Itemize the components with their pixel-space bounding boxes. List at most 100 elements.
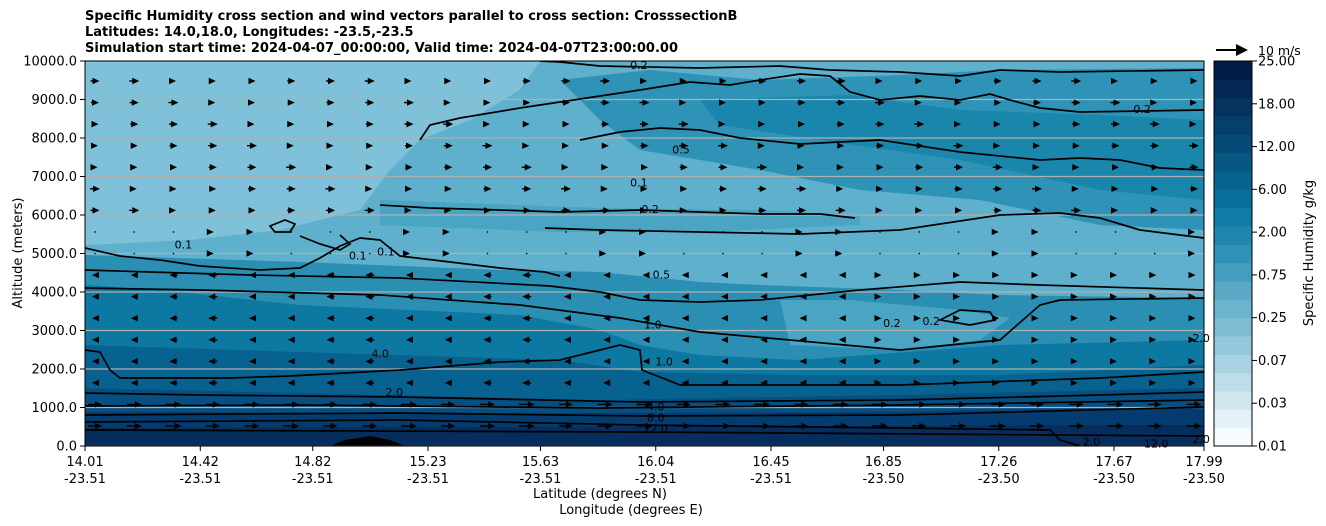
wind-vector-head xyxy=(365,164,373,171)
wind-vector-head xyxy=(170,164,177,171)
wind-vector-head xyxy=(130,271,138,279)
y-tick-label: 10000.0 xyxy=(23,55,77,70)
wind-vector-head xyxy=(1032,164,1040,171)
wind-vector-head xyxy=(130,164,138,171)
wind-vector-head xyxy=(1151,164,1159,171)
wind-vector-head xyxy=(406,120,414,128)
wind-vector-head xyxy=(208,358,216,365)
wind-vector-head xyxy=(483,336,491,343)
wind-vector-head xyxy=(1190,77,1198,85)
wind-vector-head xyxy=(838,379,846,387)
x-tick-label-latitude: 14.82 xyxy=(294,455,331,470)
wind-vector-head xyxy=(1150,77,1158,85)
wind-vector-head xyxy=(249,271,256,279)
wind-vector-head xyxy=(760,336,768,343)
wind-vector-head xyxy=(1035,185,1042,193)
colorbar-band xyxy=(1214,79,1252,99)
wind-vector-head xyxy=(799,358,807,365)
wind-vector-head xyxy=(1188,250,1195,257)
wind-vector-head xyxy=(681,142,689,149)
contour-label: 1.0 xyxy=(644,319,662,332)
wind-vector-head xyxy=(642,293,650,300)
wind-vector-dot xyxy=(1075,252,1078,255)
wind-vector-head xyxy=(326,142,334,149)
wind-vector-head xyxy=(208,271,216,279)
contour-label: 0.2 xyxy=(883,317,901,330)
wind-vector-head xyxy=(208,207,216,214)
wind-vector-head xyxy=(410,401,417,408)
wind-vector-head xyxy=(602,99,610,106)
y-tick-label: 5000.0 xyxy=(32,247,78,262)
x-tick-label-latitude: 16.04 xyxy=(637,455,674,470)
wind-vector-head xyxy=(881,401,888,408)
wind-vector-dot xyxy=(525,231,528,233)
wind-vector-head xyxy=(292,401,300,408)
wind-vector-head xyxy=(992,293,1000,300)
wind-vector-head xyxy=(992,336,1000,343)
x-axis-label-longitude: Longitude (degrees E) xyxy=(559,503,703,518)
wind-vector-head xyxy=(483,271,491,279)
wind-vector-head xyxy=(599,250,607,257)
wind-vector-head xyxy=(406,314,413,322)
wind-vector-head xyxy=(406,293,413,300)
wind-vector-head xyxy=(601,164,609,171)
wind-vector-dot xyxy=(918,252,921,255)
wind-vector-head xyxy=(365,185,373,193)
wind-vector-head xyxy=(1033,120,1041,128)
wind-vector-head xyxy=(913,358,921,365)
x-tick-label-latitude: 17.26 xyxy=(980,455,1017,470)
wind-vector-head xyxy=(484,77,491,85)
wind-vector-dot xyxy=(761,231,764,233)
wind-vector-dot xyxy=(329,252,332,255)
wind-vector-head xyxy=(679,207,687,214)
wind-vector-head xyxy=(719,99,726,106)
wind-vector-head xyxy=(603,207,611,214)
wind-vector-head xyxy=(328,207,335,214)
wind-vector-head xyxy=(485,164,492,171)
wind-vector-head xyxy=(799,379,807,387)
wind-vector-head xyxy=(603,336,611,343)
wind-vector-head xyxy=(874,379,882,387)
wind-vector-head xyxy=(799,77,806,85)
x-tick-label-longitude: -23.51 xyxy=(635,472,677,487)
wind-vector-head xyxy=(130,293,138,300)
wind-vector-head xyxy=(599,228,607,236)
wind-vector-head xyxy=(877,142,884,149)
wind-vector-head xyxy=(1192,142,1199,149)
wind-vector-head xyxy=(484,185,492,193)
wind-vector-head xyxy=(795,250,803,257)
wind-vector-head xyxy=(95,401,102,408)
wind-vector-head xyxy=(365,336,373,343)
wind-vector-head xyxy=(917,120,925,128)
wind-vector-dot xyxy=(290,252,293,255)
wind-vector-head xyxy=(522,336,530,343)
wind-vector-dot xyxy=(565,231,567,233)
wind-vector-head xyxy=(603,293,611,300)
wind-vector-head xyxy=(955,207,962,214)
wind-vector-head xyxy=(1031,271,1039,279)
colorbar-tick-label: 12.00 xyxy=(1258,140,1295,155)
wind-vector-head xyxy=(445,164,453,171)
wind-vector-head xyxy=(1149,314,1157,322)
colorbar-band xyxy=(1214,189,1252,209)
title-line-3: Simulation start time: 2024-04-07_00:00:… xyxy=(85,41,678,56)
wind-vector-head xyxy=(1116,422,1124,430)
wind-vector-head xyxy=(444,185,452,193)
x-axis-label-latitude: Latitude (degrees N) xyxy=(533,487,667,502)
wind-vector-dot xyxy=(761,252,764,255)
wind-vector-head xyxy=(564,314,571,322)
wind-vector-head xyxy=(134,401,142,408)
wind-vector-head xyxy=(444,336,452,343)
wind-vector-head xyxy=(366,142,374,149)
wind-vector-dot xyxy=(368,252,371,255)
wind-vector-head xyxy=(723,401,731,408)
wind-vector-head xyxy=(1190,207,1198,214)
wind-vector-head xyxy=(955,185,963,193)
wind-vector-head xyxy=(1110,314,1117,322)
wind-vector-dot xyxy=(172,231,175,233)
wind-vector-head xyxy=(681,358,689,365)
wind-vector-head xyxy=(484,207,491,214)
wind-vector-head xyxy=(523,77,531,85)
wind-vector-head xyxy=(798,99,806,106)
wind-vector-head xyxy=(641,142,649,149)
